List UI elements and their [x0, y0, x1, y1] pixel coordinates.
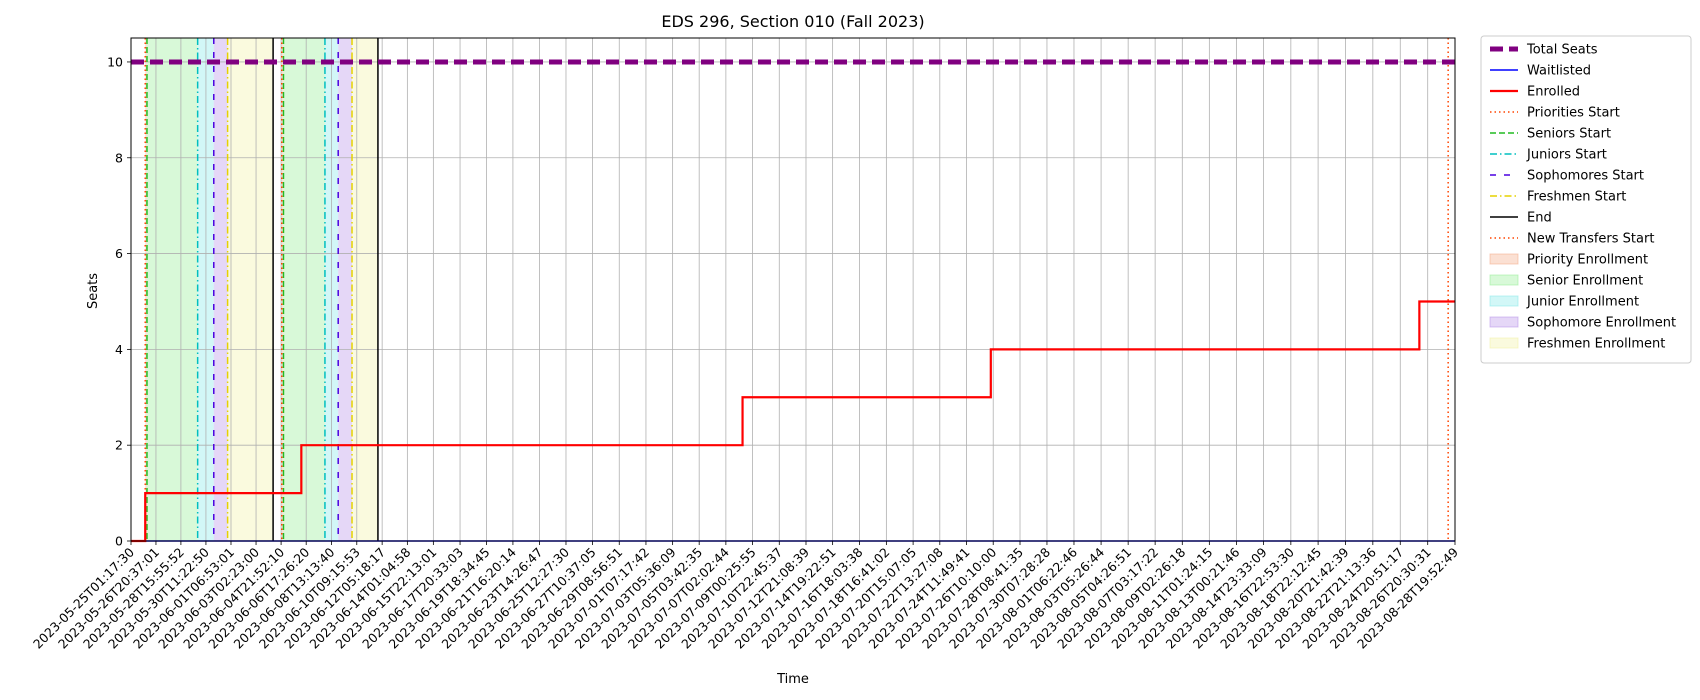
y-tick-label: 10: [107, 54, 123, 69]
legend-swatch: [1489, 253, 1519, 265]
period-band: [338, 38, 353, 541]
legend-label: Sophomore Enrollment: [1527, 316, 1676, 331]
legend-label: Juniors Start: [1526, 148, 1607, 163]
legend-label: Junior Enrollment: [1526, 295, 1639, 310]
period-band: [281, 38, 284, 541]
y-tick-label: 4: [115, 342, 123, 357]
plot-frame: [130, 37, 1456, 542]
legend-label: Freshmen Start: [1527, 190, 1626, 205]
legend-label: Seniors Start: [1527, 127, 1611, 142]
y-tick-label: 6: [115, 246, 123, 261]
y-axis-label: Seats: [86, 273, 101, 309]
series-line: [131, 300, 1455, 543]
legend-label: Freshmen Enrollment: [1527, 337, 1665, 352]
period-band: [283, 38, 325, 541]
x-axis-label: Time: [776, 672, 809, 687]
y-tick-label: 2: [115, 438, 123, 453]
legend-label: Waitlisted: [1527, 64, 1591, 79]
legend-label: New Transfers Start: [1527, 232, 1654, 247]
enrollment-periods: [145, 38, 378, 541]
y-tick-label: 8: [115, 150, 123, 165]
legend-swatch: [1489, 274, 1519, 286]
legend-swatch: [1489, 295, 1519, 307]
period-band: [145, 38, 147, 541]
legend: Total Seats Waitlisted Enrolled Priorities …: [1480, 35, 1692, 364]
legend-label: Total Seats: [1526, 43, 1598, 58]
legend-label: Sophomores Start: [1527, 169, 1644, 184]
chart-title: EDS 296, Section 010 (Fall 2023): [661, 12, 924, 31]
period-band: [227, 38, 274, 541]
phase-markers: [144, 38, 1449, 541]
y-tick-label: 0: [115, 534, 123, 549]
period-band: [213, 38, 228, 541]
legend-label: Senior Enrollment: [1527, 274, 1643, 289]
legend-swatch: [1489, 337, 1519, 349]
period-band: [352, 38, 378, 541]
legend-swatch: [1489, 316, 1519, 328]
y-axis-ticks: 0 2 4 6 8 10: [107, 54, 131, 549]
legend-label: Enrolled: [1527, 85, 1580, 100]
legend-label: Priority Enrollment: [1527, 253, 1648, 268]
legend-box: [1480, 35, 1692, 364]
legend-label: End: [1527, 211, 1552, 226]
legend-label: Priorities Start: [1527, 106, 1620, 121]
period-band: [146, 38, 198, 541]
x-axis-ticks: 2023-05-25T01:17:302023-05-26T20:37:0120…: [30, 541, 1461, 652]
